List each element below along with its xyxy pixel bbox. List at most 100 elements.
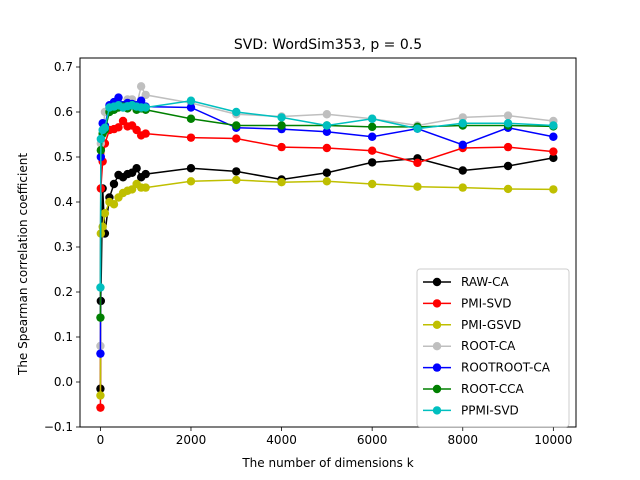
data-point xyxy=(413,124,422,133)
data-point xyxy=(141,169,150,179)
data-point xyxy=(322,168,332,177)
legend-marker xyxy=(432,363,442,372)
data-point xyxy=(186,177,196,186)
data-point xyxy=(100,209,110,218)
data-point xyxy=(109,200,119,209)
x-axis: 0 2000 4000 6000 8000 10000 xyxy=(97,427,572,447)
series-pmi-gsvd xyxy=(96,175,558,400)
data-point xyxy=(503,111,513,120)
data-point xyxy=(503,142,513,152)
data-point xyxy=(96,313,105,322)
data-point xyxy=(232,167,241,176)
y-axis: −0.1 0.0 0.1 0.2 0.3 0.4 0.5 0.6 0.7 xyxy=(44,60,80,434)
data-point xyxy=(98,222,107,231)
data-point xyxy=(132,164,141,173)
data-point xyxy=(96,134,106,144)
data-point xyxy=(549,132,558,141)
data-point xyxy=(186,103,196,112)
data-point xyxy=(96,391,105,400)
x-tick-label: 10000 xyxy=(534,433,572,447)
data-point xyxy=(549,147,558,156)
legend-label: PMI-GSVD xyxy=(461,318,521,332)
data-point xyxy=(232,121,241,130)
data-point xyxy=(186,96,196,105)
y-tick-label: 0.5 xyxy=(54,150,73,164)
y-tick-label: 0.4 xyxy=(54,195,73,209)
y-axis-label: The Spearman correlation coefficient xyxy=(16,153,30,376)
data-point xyxy=(549,185,558,194)
data-point xyxy=(114,93,123,102)
data-point xyxy=(367,179,377,189)
data-point xyxy=(322,127,332,136)
legend-label: ROOT-CA xyxy=(461,339,516,353)
data-point xyxy=(322,143,332,153)
legend-label: ROOTROOT-CA xyxy=(461,361,551,375)
data-point xyxy=(186,164,196,173)
data-point xyxy=(413,182,422,191)
legend-marker xyxy=(432,320,442,329)
legend-item: PPMI-SVD xyxy=(423,403,519,417)
legend-marker xyxy=(432,277,442,287)
data-point xyxy=(277,142,286,152)
legend-marker xyxy=(432,406,442,415)
data-point xyxy=(367,146,377,155)
legend-box xyxy=(416,268,570,428)
data-point xyxy=(549,153,558,163)
data-point xyxy=(141,129,150,138)
data-point xyxy=(109,179,119,189)
data-point xyxy=(96,349,105,358)
data-point xyxy=(114,123,123,132)
x-axis-label: The number of dimensions k xyxy=(241,456,413,470)
y-tick-label: 0.6 xyxy=(54,105,73,119)
y-tick-label: 0.1 xyxy=(54,330,73,344)
y-tick-label: 0.3 xyxy=(54,240,73,254)
data-point xyxy=(322,110,332,119)
data-point xyxy=(458,183,467,192)
y-tick-label: 0.2 xyxy=(54,285,73,299)
x-tick-label: 8000 xyxy=(447,433,478,447)
data-point xyxy=(277,121,286,130)
legend-label: RAW-CA xyxy=(461,275,509,289)
data-point xyxy=(232,107,241,117)
data-point xyxy=(322,121,332,130)
legend: RAW-CA PMI-SVD PMI-GSVD ROOT-CA ROOTROOT-CA R… xyxy=(416,268,570,428)
data-point xyxy=(96,283,105,292)
legend-item: ROOT-CA xyxy=(423,339,516,353)
series-raw-ca xyxy=(96,153,558,393)
data-point xyxy=(186,133,196,142)
data-point xyxy=(458,113,467,122)
legend-item: PMI-GSVD xyxy=(423,318,521,332)
x-tick-label: 4000 xyxy=(266,433,297,447)
legend-item: ROOTROOT-CA xyxy=(423,361,551,375)
legend-item: PMI-SVD xyxy=(423,296,512,310)
data-point xyxy=(503,184,513,194)
data-point xyxy=(232,175,241,185)
data-point xyxy=(367,122,377,132)
data-point xyxy=(367,132,377,141)
data-point xyxy=(141,90,150,100)
legend-label: ROOT-CCA xyxy=(461,382,525,396)
y-tick-label: −0.1 xyxy=(44,420,73,434)
data-point xyxy=(503,161,513,171)
data-point xyxy=(186,114,196,123)
data-point xyxy=(136,96,146,105)
legend-marker xyxy=(432,299,442,308)
legend-label: PPMI-SVD xyxy=(461,403,519,417)
series-ppmi-svd xyxy=(96,96,558,292)
x-tick-label: 0 xyxy=(97,433,105,447)
y-tick-label: 0.0 xyxy=(54,375,73,389)
data-point xyxy=(549,121,558,130)
data-point xyxy=(458,119,467,128)
data-point xyxy=(458,140,467,150)
y-tick-label: 0.7 xyxy=(54,60,73,74)
data-point xyxy=(503,119,513,128)
data-point xyxy=(136,82,146,91)
plot-frame xyxy=(79,57,577,428)
data-point xyxy=(277,178,286,187)
legend-marker xyxy=(432,384,442,394)
legend-item: ROOT-CCA xyxy=(423,382,525,396)
data-point xyxy=(322,177,332,186)
legend-marker xyxy=(432,342,442,351)
x-tick-label: 2000 xyxy=(176,433,207,447)
